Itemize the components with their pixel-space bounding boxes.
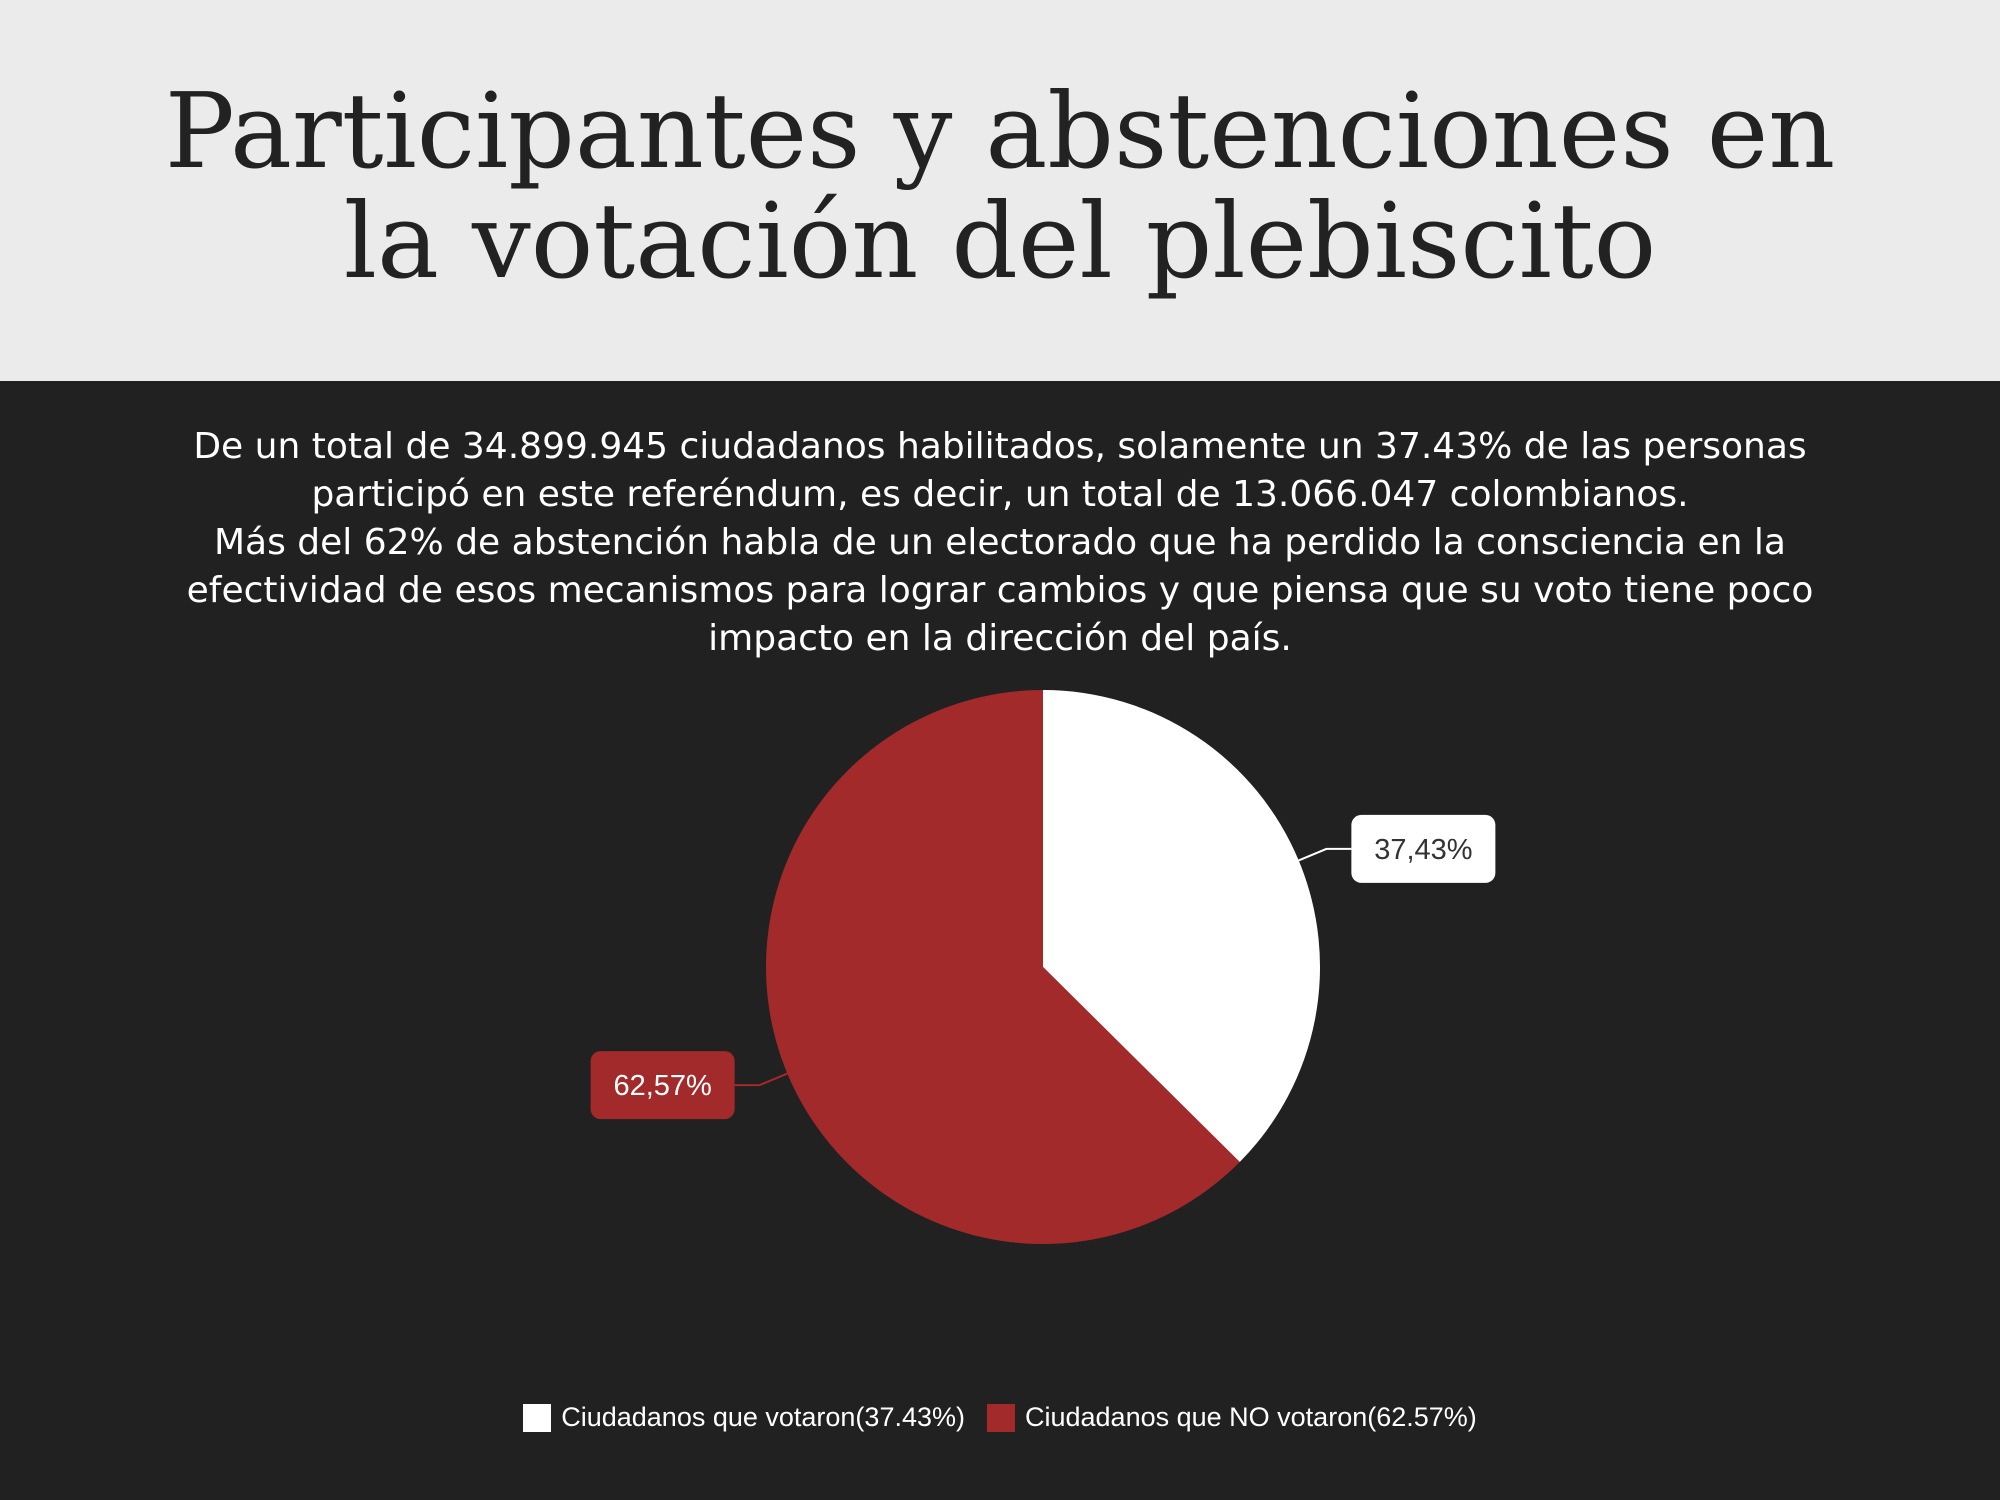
legend-label-voted: Ciudadanos que votaron(37.43%) [561,1402,965,1432]
description: De un total de 34.899.945 ciudadanos hab… [130,423,1870,663]
data-label-not-voted: 62,57% [613,1070,711,1102]
data-label-box-voted [1351,814,1496,883]
legend-swatch-voted [523,1403,552,1432]
header: Participantes y abstenciones en la votac… [0,0,2000,381]
legend-swatch-not-voted [987,1403,1015,1432]
page-title: Participantes y abstenciones en la votac… [164,69,1836,302]
description-paragraph-2: Más del 62% de abstención habla de un el… [186,522,1814,659]
leader-line-not-voted [734,1072,788,1087]
content-panel: De un total de 34.899.945 ciudadanos hab… [0,381,2000,1500]
pie-chart: 37,43% 62,57% [590,689,1496,1244]
data-label-voted: 37,43% [1374,834,1472,866]
data-label-box-not-voted [590,1051,735,1120]
legend-item-voted[interactable]: Ciudadanos que votaron(37.43%) [523,1402,965,1433]
description-paragraph-1: De un total de 34.899.945 ciudadanos hab… [193,426,1807,515]
chart-legend: Ciudadanos que votaron(37.43%) Ciudadano… [0,1402,2000,1433]
pie-slice-not-voted[interactable] [766,689,1240,1244]
pie-slice-voted[interactable] [1043,690,1320,1163]
leader-line-voted [1298,847,1352,862]
legend-item-not-voted[interactable]: Ciudadanos que NO votaron(62.57%) [987,1402,1477,1433]
legend-label-not-voted: Ciudadanos que NO votaron(62.57%) [1025,1402,1477,1432]
